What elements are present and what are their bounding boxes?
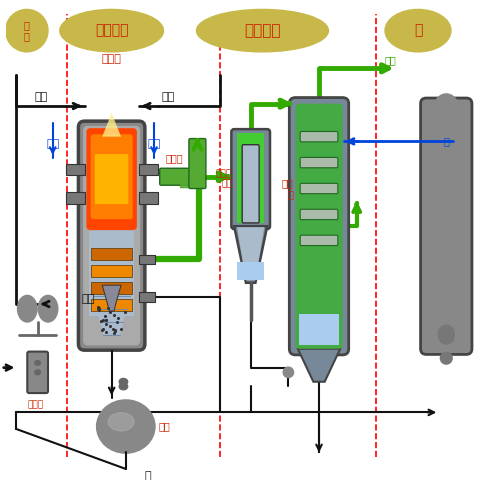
Polygon shape	[102, 285, 121, 311]
FancyBboxPatch shape	[300, 157, 338, 168]
Polygon shape	[90, 283, 133, 335]
Polygon shape	[298, 349, 340, 382]
Polygon shape	[237, 227, 264, 280]
Text: 煤浆: 煤浆	[82, 294, 95, 304]
FancyBboxPatch shape	[66, 164, 84, 175]
FancyBboxPatch shape	[89, 231, 134, 316]
FancyBboxPatch shape	[66, 192, 84, 204]
Text: 氧气: 氧气	[46, 139, 60, 149]
Ellipse shape	[434, 94, 458, 122]
Text: 制
统: 制 统	[24, 20, 30, 41]
FancyBboxPatch shape	[160, 168, 200, 185]
Ellipse shape	[60, 10, 164, 52]
Ellipse shape	[97, 401, 154, 453]
Text: 混合器: 混合器	[166, 153, 183, 163]
FancyBboxPatch shape	[300, 209, 338, 220]
Text: 渣: 渣	[414, 24, 422, 37]
Polygon shape	[234, 226, 267, 283]
Ellipse shape	[438, 325, 454, 344]
FancyBboxPatch shape	[300, 183, 338, 194]
Text: 气化系统: 气化系统	[95, 24, 128, 37]
FancyBboxPatch shape	[300, 235, 338, 246]
Text: 锁斗: 锁斗	[159, 421, 170, 432]
Text: 冷: 冷	[444, 136, 450, 146]
FancyBboxPatch shape	[242, 144, 259, 223]
Text: 煤浆: 煤浆	[162, 92, 175, 102]
FancyBboxPatch shape	[139, 164, 157, 175]
FancyBboxPatch shape	[91, 134, 132, 219]
FancyBboxPatch shape	[95, 154, 128, 204]
Text: 合成: 合成	[385, 55, 397, 65]
FancyBboxPatch shape	[139, 192, 157, 204]
FancyBboxPatch shape	[78, 121, 145, 350]
FancyBboxPatch shape	[189, 139, 206, 189]
FancyBboxPatch shape	[91, 265, 132, 277]
Ellipse shape	[196, 10, 328, 52]
Ellipse shape	[108, 413, 134, 431]
FancyBboxPatch shape	[139, 254, 155, 264]
FancyBboxPatch shape	[299, 314, 339, 345]
Text: 水洗
塔: 水洗 塔	[281, 178, 293, 199]
FancyBboxPatch shape	[83, 126, 140, 346]
FancyBboxPatch shape	[27, 351, 48, 393]
FancyBboxPatch shape	[238, 262, 264, 280]
Text: 煤浆: 煤浆	[34, 92, 48, 102]
FancyBboxPatch shape	[296, 104, 343, 349]
Ellipse shape	[283, 367, 294, 377]
FancyBboxPatch shape	[300, 132, 338, 142]
Ellipse shape	[38, 296, 58, 322]
FancyBboxPatch shape	[139, 292, 155, 301]
Text: 煤浆泵: 煤浆泵	[27, 401, 43, 409]
Ellipse shape	[35, 370, 40, 375]
Ellipse shape	[18, 296, 36, 322]
Ellipse shape	[6, 10, 48, 52]
Ellipse shape	[119, 378, 128, 385]
Text: 渣: 渣	[144, 471, 151, 480]
FancyBboxPatch shape	[420, 98, 472, 354]
Ellipse shape	[35, 360, 40, 365]
FancyBboxPatch shape	[91, 248, 132, 260]
Text: 净化系统: 净化系统	[244, 23, 281, 38]
Polygon shape	[102, 113, 121, 137]
FancyBboxPatch shape	[231, 129, 270, 229]
Text: 气化炉: 气化炉	[102, 54, 121, 64]
Text: 旋风分
离器: 旋风分 离器	[216, 169, 232, 189]
Ellipse shape	[385, 10, 451, 52]
Ellipse shape	[440, 352, 452, 364]
Ellipse shape	[119, 383, 128, 390]
FancyBboxPatch shape	[91, 282, 132, 294]
FancyBboxPatch shape	[86, 128, 137, 230]
Text: 氧气: 氧气	[147, 139, 161, 149]
FancyBboxPatch shape	[237, 133, 264, 223]
FancyBboxPatch shape	[289, 97, 348, 355]
FancyBboxPatch shape	[91, 299, 132, 311]
